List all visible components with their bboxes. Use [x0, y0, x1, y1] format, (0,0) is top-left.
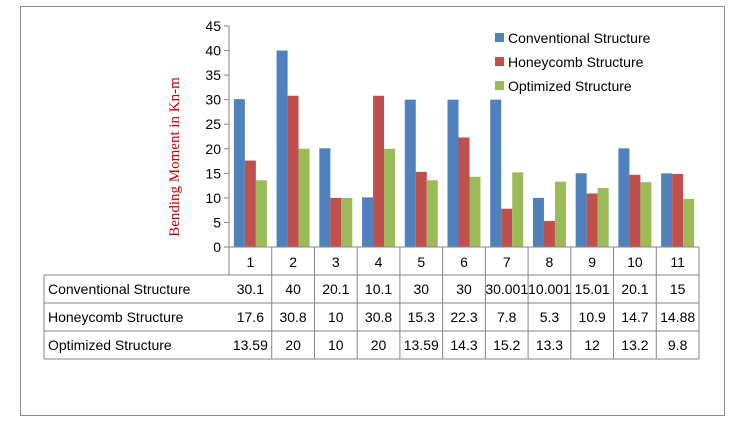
data-label: 13.59 — [233, 337, 268, 353]
data-label: 10 — [328, 337, 344, 353]
bar — [298, 148, 310, 247]
data-label: 15 — [670, 281, 686, 297]
bar — [287, 95, 299, 247]
y-tick-label: 30 — [205, 92, 221, 108]
data-label: 30 — [456, 281, 472, 297]
data-label: 10.9 — [579, 309, 606, 325]
x-tick-label: 11 — [670, 254, 685, 270]
data-label: 20 — [371, 337, 387, 353]
x-tick-label: 7 — [503, 254, 511, 270]
y-tick-label: 45 — [205, 18, 221, 34]
data-label: 13.59 — [404, 337, 439, 353]
legend-swatch — [495, 57, 504, 66]
bar — [490, 99, 502, 247]
data-label: 20.1 — [621, 281, 648, 297]
data-label: 13.3 — [536, 337, 563, 353]
data-label: 30.8 — [365, 309, 392, 325]
bar — [255, 180, 267, 247]
x-tick-label: 10 — [627, 254, 643, 270]
bar — [276, 50, 288, 247]
y-tick-label: 35 — [205, 67, 221, 83]
bar — [415, 171, 427, 247]
y-tick-label: 10 — [205, 190, 221, 206]
y-tick-label: 0 — [213, 239, 221, 255]
data-label: 12 — [584, 337, 600, 353]
data-label: 14.7 — [621, 309, 648, 325]
data-label: 10 — [328, 309, 344, 325]
data-label: 14.88 — [660, 309, 695, 325]
bar — [373, 95, 385, 247]
data-label: 10.001 — [528, 281, 571, 297]
bar — [319, 148, 331, 247]
data-label: 15.2 — [493, 337, 520, 353]
y-tick-label: 5 — [213, 214, 221, 230]
data-label: 17.6 — [237, 309, 264, 325]
y-tick-label: 15 — [205, 165, 221, 181]
x-tick-label: 8 — [546, 254, 554, 270]
data-label: 30 — [413, 281, 429, 297]
table-series-name: Conventional Structure — [48, 281, 191, 297]
data-label: 14.3 — [450, 337, 477, 353]
x-tick-label: 5 — [417, 254, 425, 270]
data-label: 9.8 — [668, 337, 688, 353]
bar — [597, 188, 609, 247]
x-tick-label: 1 — [246, 254, 254, 270]
data-label: 22.3 — [450, 309, 477, 325]
bar — [683, 198, 695, 247]
y-tick-label: 25 — [205, 116, 221, 132]
x-tick-label: 3 — [332, 254, 340, 270]
bar — [330, 197, 342, 247]
y-axis-label: Bending Moment in Kn-m — [167, 77, 183, 237]
data-label: 5.3 — [540, 309, 560, 325]
data-label: 20.1 — [322, 281, 349, 297]
x-tick-label: 2 — [289, 254, 297, 270]
data-label: 15.3 — [408, 309, 435, 325]
data-label: 30.001 — [485, 281, 528, 297]
legend-swatch — [495, 81, 504, 90]
bar — [404, 99, 416, 248]
data-label: 20 — [285, 337, 301, 353]
data-label: 30.8 — [279, 309, 306, 325]
data-label: 40 — [285, 281, 301, 297]
legend-label: Optimized Structure — [508, 78, 632, 94]
bar — [341, 197, 353, 247]
bar — [469, 176, 481, 247]
table-series-name: Honeycomb Structure — [48, 309, 184, 325]
bar — [384, 148, 396, 247]
x-tick-label: 9 — [588, 254, 596, 270]
bar — [244, 160, 256, 247]
bar — [672, 173, 684, 247]
data-label: 13.2 — [621, 337, 648, 353]
legend-label: Conventional Structure — [508, 30, 651, 46]
bar — [512, 172, 524, 247]
bar — [532, 197, 544, 247]
y-tick-label: 20 — [205, 141, 221, 157]
bar — [458, 137, 470, 247]
bar — [426, 180, 438, 247]
x-tick-label: 6 — [460, 254, 468, 270]
data-label: 30.1 — [237, 281, 264, 297]
bar — [575, 173, 587, 247]
chart-frame: Bending Moment in Kn-m 0 5 10 15 20 25 30 35 40 4… — [20, 6, 725, 416]
bar — [447, 99, 459, 248]
x-tick-label: 4 — [375, 254, 383, 270]
bar — [640, 182, 652, 247]
bar — [586, 193, 598, 247]
chart-svg: Bending Moment in Kn-m 05101520253035404… — [43, 18, 700, 360]
data-label: 7.8 — [497, 309, 517, 325]
bar — [554, 181, 566, 247]
legend-label: Honeycomb Structure — [508, 54, 644, 70]
bar — [501, 208, 513, 247]
bar — [543, 220, 555, 247]
data-label: 10.1 — [365, 281, 392, 297]
bar — [362, 197, 374, 247]
bar — [618, 148, 630, 247]
legend-swatch — [495, 33, 504, 42]
bar — [629, 174, 641, 247]
bar — [233, 99, 245, 247]
y-tick-label: 40 — [205, 43, 221, 59]
bar — [661, 173, 673, 247]
data-label: 15.01 — [575, 281, 610, 297]
table-series-name: Optimized Structure — [48, 337, 172, 353]
